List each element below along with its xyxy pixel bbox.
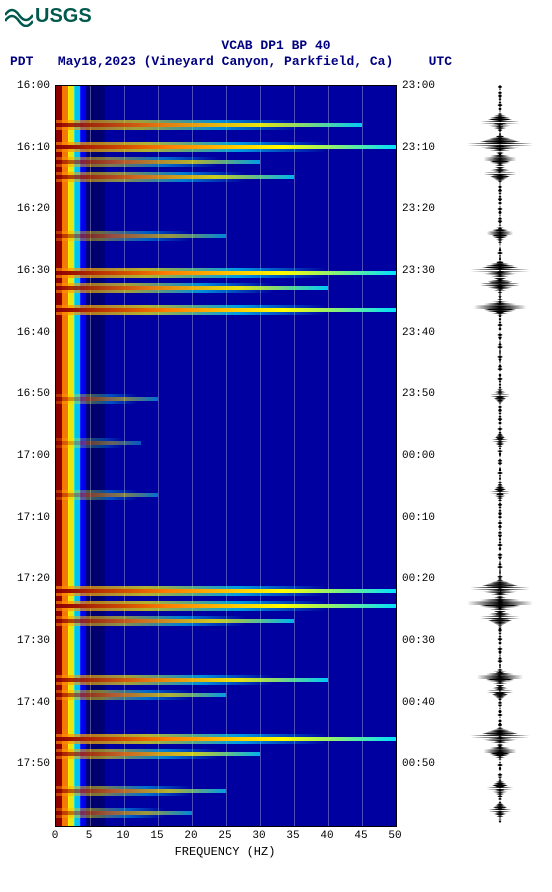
ytick-left: 17:00 xyxy=(2,450,50,462)
usgs-logo: USGS xyxy=(5,5,92,28)
pdt-label: PDT xyxy=(10,54,50,69)
xtick: 5 xyxy=(86,830,93,842)
xtick: 50 xyxy=(388,830,401,842)
xtick: 45 xyxy=(354,830,367,842)
xtick: 0 xyxy=(52,830,59,842)
xtick: 40 xyxy=(320,830,333,842)
ytick-right: 23:40 xyxy=(402,327,435,339)
xtick: 35 xyxy=(286,830,299,842)
date-location: May18,2023 (Vineyard Canyon, Parkfield, … xyxy=(58,54,393,69)
ytick-right: 00:30 xyxy=(402,635,435,647)
xtick: 10 xyxy=(116,830,129,842)
xtick: 25 xyxy=(218,830,231,842)
ytick-left: 17:50 xyxy=(2,758,50,770)
ytick-right: 00:10 xyxy=(402,512,435,524)
ytick-left: 17:40 xyxy=(2,697,50,709)
ytick-left: 16:10 xyxy=(2,142,50,154)
chart-subtitle: PDT May18,2023 (Vineyard Canyon, Parkfie… xyxy=(10,54,542,69)
ytick-right: 00:20 xyxy=(402,573,435,585)
ytick-left: 16:50 xyxy=(2,388,50,400)
seismogram-plot xyxy=(460,85,540,825)
xtick: 30 xyxy=(252,830,265,842)
ytick-right: 00:50 xyxy=(402,758,435,770)
ytick-left: 16:30 xyxy=(2,265,50,277)
spectrogram-plot xyxy=(55,85,397,827)
ytick-right: 23:00 xyxy=(402,80,435,92)
ytick-left: 16:20 xyxy=(2,203,50,215)
ytick-right: 00:00 xyxy=(402,450,435,462)
ytick-left: 17:30 xyxy=(2,635,50,647)
ytick-left: 17:20 xyxy=(2,573,50,585)
x-axis-label: FREQUENCY (HZ) xyxy=(55,845,395,859)
ytick-right: 23:10 xyxy=(402,142,435,154)
ytick-right: 00:40 xyxy=(402,697,435,709)
ytick-left: 17:10 xyxy=(2,512,50,524)
logo-text: USGS xyxy=(35,5,92,28)
ytick-left: 16:40 xyxy=(2,327,50,339)
utc-label: UTC xyxy=(429,54,452,69)
ytick-right: 23:50 xyxy=(402,388,435,400)
ytick-right: 23:30 xyxy=(402,265,435,277)
xtick: 15 xyxy=(150,830,163,842)
xtick: 20 xyxy=(184,830,197,842)
ytick-left: 16:00 xyxy=(2,80,50,92)
chart-title: VCAB DP1 BP 40 xyxy=(0,38,552,53)
ytick-right: 23:20 xyxy=(402,203,435,215)
